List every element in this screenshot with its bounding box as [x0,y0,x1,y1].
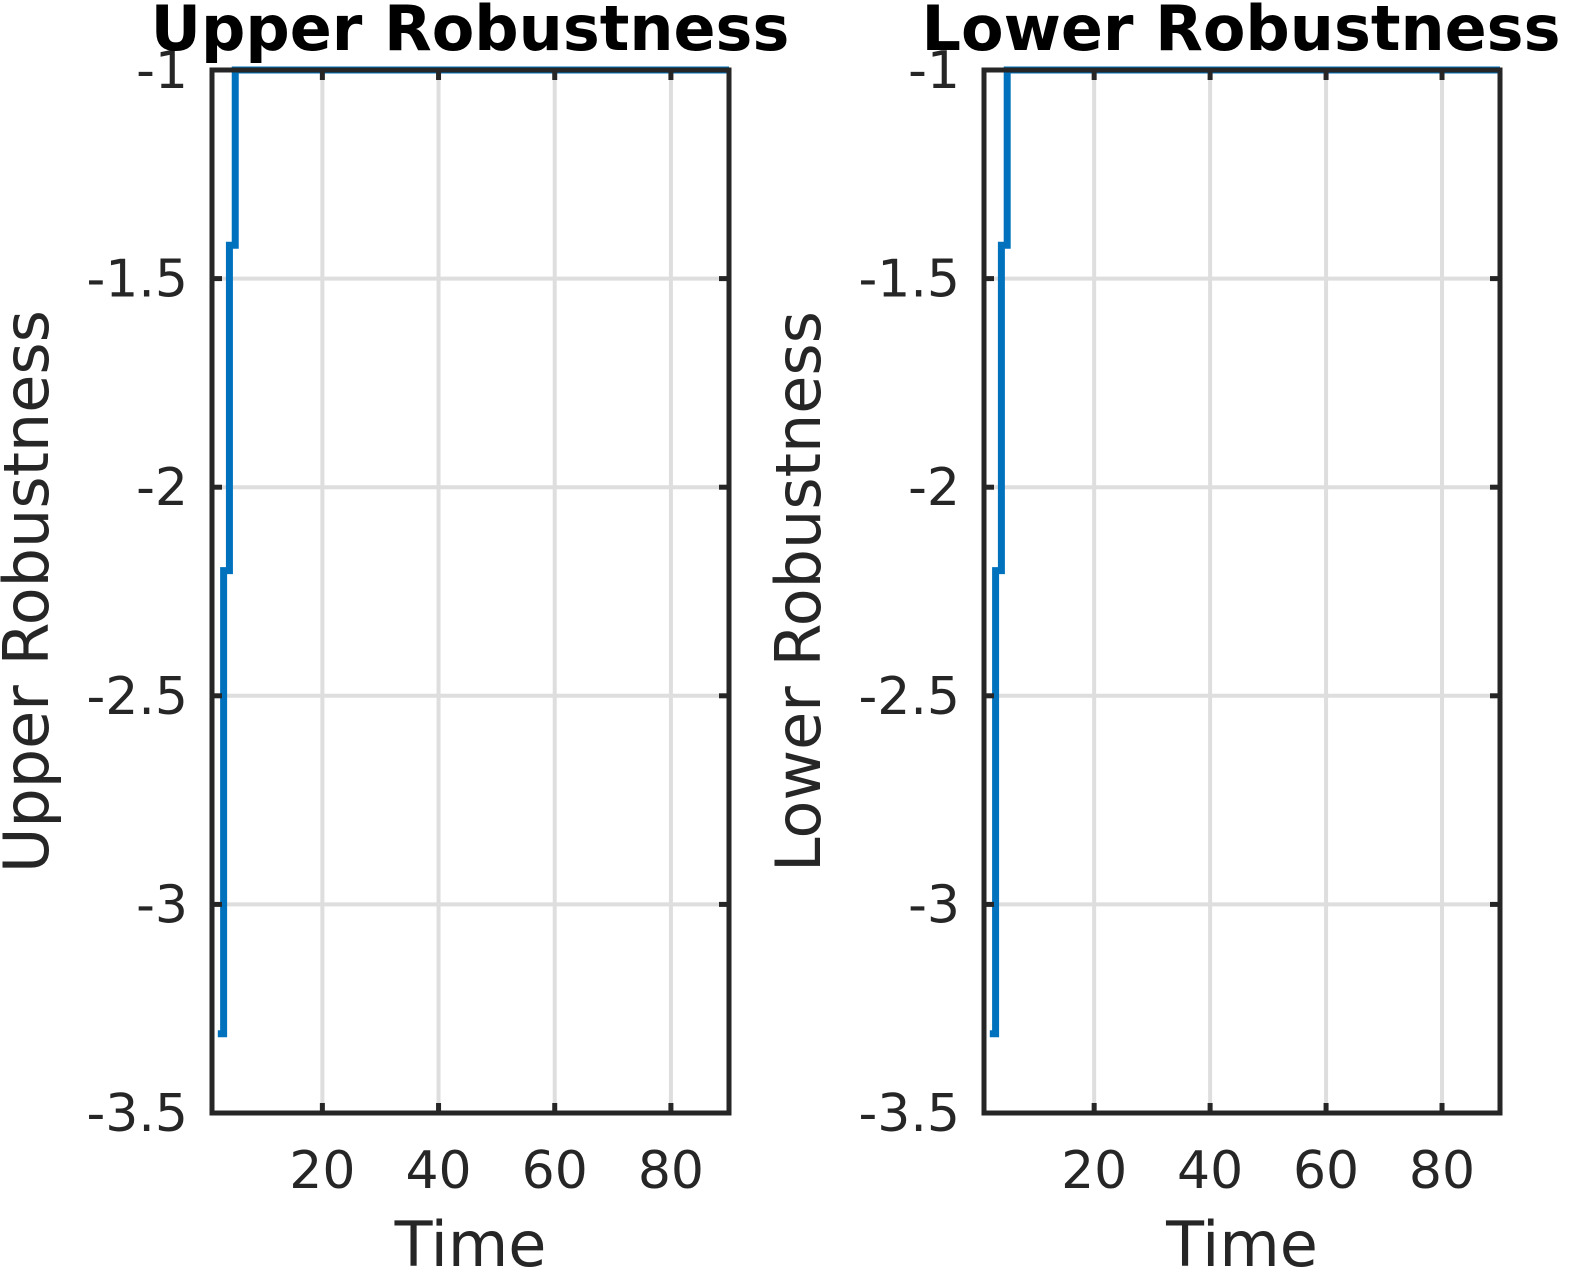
upper-y-axis-label: Upper Robustness [0,310,63,873]
lower-x-axis-label: Time [1165,1208,1318,1281]
lower-y-tick-label: -3.5 [859,1084,960,1144]
upper-x-tick-label: 80 [638,1141,704,1201]
lower-x-tick-label: 60 [1293,1141,1359,1201]
upper-y-tick-label: -2.5 [87,667,188,727]
lower-y-tick-label: -3 [908,875,960,935]
upper-chart-title: Upper Robustness [151,0,790,65]
upper-x-tick-label: 20 [289,1141,355,1201]
upper-y-tick-label: -2 [136,458,188,518]
lower-axes-box [981,67,1503,1116]
upper-robustness-line [217,66,729,1038]
lower-y-tick-label: -2.5 [859,667,960,727]
lower-y-tick-label: -2 [908,458,960,518]
upper-y-tick-label: -1 [136,41,188,101]
lower-chart-title: Lower Robustness [922,0,1561,65]
lower-x-tick-label: 40 [1177,1141,1243,1201]
upper-y-tick-label: -1.5 [87,250,188,310]
upper-y-tick-label: -3.5 [87,1084,188,1144]
lower-y-axis-label: Lower Robustness [762,311,835,872]
lower-robustness-line [989,66,1500,1038]
upper-axes-box [209,67,732,1116]
upper-y-tick-label: -3 [136,875,188,935]
upper-x-axis-label: Time [394,1208,547,1281]
upper-x-tick-label: 40 [405,1141,471,1201]
lower-y-tick-label: -1 [908,41,960,101]
lower-x-tick-label: 20 [1061,1141,1127,1201]
lower-y-tick-label: -1.5 [859,250,960,310]
lower-x-tick-label: 80 [1409,1141,1475,1201]
upper-x-tick-label: 60 [522,1141,588,1201]
